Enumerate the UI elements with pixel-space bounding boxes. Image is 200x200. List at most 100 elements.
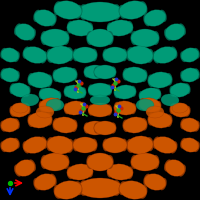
Ellipse shape — [0, 141, 7, 152]
Ellipse shape — [96, 155, 104, 169]
Ellipse shape — [28, 160, 36, 171]
Ellipse shape — [136, 138, 144, 152]
Ellipse shape — [51, 138, 59, 151]
Ellipse shape — [88, 4, 96, 20]
Ellipse shape — [76, 87, 82, 98]
Ellipse shape — [103, 47, 127, 63]
Ellipse shape — [143, 90, 149, 101]
Ellipse shape — [106, 123, 112, 133]
Ellipse shape — [64, 3, 72, 17]
Ellipse shape — [124, 182, 132, 196]
Ellipse shape — [57, 69, 64, 82]
Ellipse shape — [103, 137, 127, 153]
Ellipse shape — [62, 31, 69, 45]
Ellipse shape — [51, 49, 59, 62]
Ellipse shape — [132, 119, 138, 131]
Ellipse shape — [127, 136, 153, 154]
Ellipse shape — [31, 49, 39, 61]
Ellipse shape — [90, 95, 110, 105]
Ellipse shape — [141, 31, 149, 45]
Ellipse shape — [86, 165, 93, 177]
Ellipse shape — [170, 141, 177, 153]
Ellipse shape — [175, 163, 182, 175]
Ellipse shape — [131, 29, 159, 47]
Ellipse shape — [64, 183, 72, 197]
Ellipse shape — [147, 175, 155, 187]
Ellipse shape — [181, 105, 187, 116]
Ellipse shape — [82, 139, 88, 151]
Ellipse shape — [170, 86, 176, 97]
Ellipse shape — [21, 104, 27, 115]
Ellipse shape — [87, 153, 113, 171]
Ellipse shape — [66, 47, 74, 61]
Ellipse shape — [155, 88, 161, 99]
Ellipse shape — [146, 106, 164, 118]
Ellipse shape — [37, 177, 45, 189]
Ellipse shape — [103, 49, 109, 61]
Ellipse shape — [104, 4, 112, 20]
Ellipse shape — [79, 4, 88, 20]
Ellipse shape — [51, 31, 59, 45]
Ellipse shape — [126, 139, 134, 153]
Ellipse shape — [131, 31, 138, 45]
Ellipse shape — [127, 46, 153, 64]
Ellipse shape — [13, 105, 19, 116]
Ellipse shape — [18, 163, 25, 175]
Ellipse shape — [23, 47, 47, 63]
Ellipse shape — [139, 185, 147, 199]
Ellipse shape — [166, 140, 173, 152]
Ellipse shape — [147, 13, 155, 25]
Ellipse shape — [59, 2, 67, 16]
Point — [111, 83, 115, 87]
Ellipse shape — [141, 118, 147, 130]
Ellipse shape — [126, 86, 132, 97]
Ellipse shape — [112, 49, 118, 61]
Ellipse shape — [61, 48, 69, 61]
Ellipse shape — [10, 106, 16, 117]
Ellipse shape — [91, 31, 99, 45]
Ellipse shape — [92, 123, 98, 133]
Point — [73, 87, 77, 91]
Ellipse shape — [123, 120, 129, 132]
Ellipse shape — [79, 180, 88, 196]
Ellipse shape — [166, 73, 172, 85]
Ellipse shape — [10, 70, 16, 81]
Ellipse shape — [64, 101, 86, 115]
Ellipse shape — [181, 138, 199, 152]
Ellipse shape — [126, 47, 134, 61]
Ellipse shape — [1, 138, 19, 152]
Ellipse shape — [39, 88, 61, 102]
Ellipse shape — [53, 67, 77, 83]
Ellipse shape — [17, 85, 23, 95]
Ellipse shape — [68, 103, 74, 114]
Ellipse shape — [193, 48, 200, 59]
Ellipse shape — [107, 20, 133, 36]
Ellipse shape — [136, 48, 144, 62]
Ellipse shape — [45, 175, 53, 187]
Ellipse shape — [175, 25, 182, 37]
Ellipse shape — [47, 100, 53, 110]
Ellipse shape — [119, 181, 147, 199]
Ellipse shape — [171, 162, 179, 174]
Ellipse shape — [88, 85, 94, 95]
Ellipse shape — [155, 11, 163, 23]
Ellipse shape — [37, 74, 43, 86]
Ellipse shape — [66, 119, 73, 132]
Ellipse shape — [77, 139, 84, 151]
Ellipse shape — [131, 48, 139, 61]
Ellipse shape — [180, 138, 187, 149]
Ellipse shape — [23, 141, 30, 153]
Ellipse shape — [110, 123, 116, 133]
Ellipse shape — [77, 22, 83, 34]
Ellipse shape — [116, 49, 123, 61]
Ellipse shape — [184, 106, 190, 117]
Ellipse shape — [54, 185, 62, 199]
Ellipse shape — [178, 165, 186, 176]
Ellipse shape — [107, 164, 133, 180]
Ellipse shape — [96, 31, 104, 45]
Ellipse shape — [148, 112, 172, 128]
Ellipse shape — [36, 106, 54, 118]
Ellipse shape — [184, 83, 190, 94]
Ellipse shape — [41, 12, 49, 24]
Ellipse shape — [136, 155, 144, 169]
